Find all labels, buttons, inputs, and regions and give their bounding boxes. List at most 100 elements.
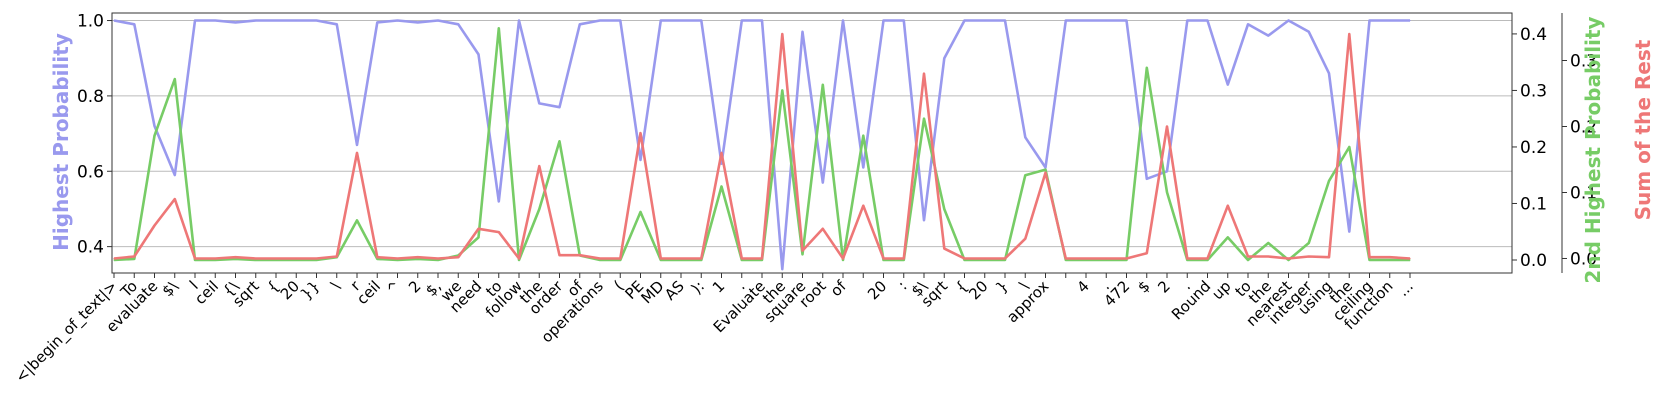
point-highest-probability-5 [214,19,216,22]
left-tick-label-1: 0.6 [77,162,104,182]
point-2nd-highest-probability-62 [1368,259,1371,261]
point-sum-of-the-rest-5 [214,257,216,260]
right-tick-label-2: 0.2 [1570,118,1597,138]
left-tick-label-3: 1.0 [77,12,104,32]
point-2nd-highest-probability-61 [1348,146,1350,148]
point-sum-of-the-rest-1 [133,255,135,258]
right-tick-label-0: 0.0 [1570,249,1597,269]
point-2nd-highest-probability-35 [822,84,824,86]
x-tick-label-30: 1 [709,277,728,296]
point-highest-probability-19 [498,200,500,203]
point-highest-probability-36 [842,19,844,22]
point-sum-of-the-rest-63 [1389,256,1391,258]
point-sum-of-the-rest-22 [558,254,561,256]
point-sum-of-the-rest-60 [1328,256,1330,258]
point-highest-probability-52 [1166,170,1168,172]
point-highest-probability-64 [1409,19,1411,22]
x-tick-label-64: ... [1394,277,1417,300]
grid-lines [112,20,1512,248]
point-sum-of-the-rest-44 [1004,257,1006,260]
point-sum-of-the-rest-61 [1348,33,1350,35]
point-2nd-highest-probability-3 [174,78,176,80]
point-sum-of-the-rest-42 [963,257,966,260]
point-2nd-highest-probability-15 [417,258,419,260]
point-sum-of-the-rest-40 [923,73,925,75]
point-highest-probability-49 [1105,19,1107,22]
point-sum-of-the-rest-15 [417,256,419,258]
point-highest-probability-26 [639,159,642,161]
x-tick-label-0: <|begin_of_text|> [12,277,122,387]
right-tick-label-1: 0.1 [1570,183,1597,203]
left-tick-label-0: 0.4 [77,238,104,258]
point-highest-probability-62 [1368,19,1371,22]
point-2nd-highest-probability-63 [1389,259,1391,261]
point-highest-probability-9 [295,19,297,22]
point-highest-probability-31 [741,19,743,22]
point-sum-of-the-rest-52 [1166,125,1168,128]
point-highest-probability-57 [1267,35,1269,37]
point-2nd-highest-probability-59 [1308,242,1310,244]
point-2nd-highest-probability-57 [1267,242,1269,244]
x-tick-label-54: Round [1168,277,1214,323]
point-sum-of-the-rest-34 [801,249,804,252]
point-2nd-highest-probability-2 [153,135,156,137]
right2-tick-label-4: 0.4 [1520,25,1547,45]
x-tick-label-28: AS [661,277,688,304]
plot-frame [111,12,1513,274]
point-highest-probability-7 [255,19,257,22]
point-sum-of-the-rest-57 [1267,255,1269,258]
x-tick-label-14: ^ [383,277,405,299]
point-sum-of-the-rest-45 [1024,238,1026,240]
point-highest-probability-6 [234,21,237,24]
point-sum-of-the-rest-17 [457,256,459,258]
point-highest-probability-18 [477,53,480,56]
point-highest-probability-30 [720,163,723,165]
point-2nd-highest-probability-30 [720,185,723,188]
right2-tick-label-0: 0.0 [1520,251,1547,271]
point-highest-probability-29 [700,19,702,22]
point-sum-of-the-rest-37 [862,205,864,207]
point-sum-of-the-rest-56 [1247,255,1249,258]
series-line-2nd-highest-probability [113,26,1410,262]
point-highest-probability-54 [1206,19,1209,22]
point-sum-of-the-rest-33 [781,33,783,35]
point-sum-of-the-rest-3 [174,198,176,200]
point-highest-probability-33 [781,268,783,270]
point-sum-of-the-rest-46 [1044,172,1047,174]
x-tick-label-52: 2 [1154,277,1173,296]
point-2nd-highest-probability-56 [1247,259,1249,261]
point-highest-probability-11 [336,23,338,25]
point-highest-probability-48 [1085,19,1087,22]
point-sum-of-the-rest-21 [538,165,540,167]
point-highest-probability-2 [153,125,156,127]
right-tick-label-3: 0.3 [1570,52,1597,72]
point-highest-probability-38 [882,19,885,22]
point-highest-probability-25 [619,19,621,22]
point-highest-probability-10 [315,19,318,22]
point-sum-of-the-rest-13 [376,256,378,258]
point-highest-probability-17 [457,23,459,25]
point-2nd-highest-probability-6 [234,258,237,260]
point-highest-probability-15 [417,21,419,24]
point-sum-of-the-rest-41 [943,247,945,250]
point-2nd-highest-probability-19 [498,27,500,29]
x-tick-label-11: \ [327,276,344,293]
point-highest-probability-58 [1287,19,1290,22]
point-highest-probability-60 [1328,72,1330,74]
point-highest-probability-1 [133,23,135,25]
point-sum-of-the-rest-18 [477,228,480,230]
point-sum-of-the-rest-47 [1065,257,1067,260]
point-2nd-highest-probability-13 [376,258,378,260]
point-highest-probability-42 [963,19,966,22]
x-tick-label-55: up [1208,277,1234,303]
point-highest-probability-12 [356,144,358,146]
point-2nd-highest-probability-37 [862,135,864,137]
point-2nd-highest-probability-51 [1146,67,1148,69]
point-highest-probability-46 [1044,166,1047,169]
point-highest-probability-24 [599,19,601,22]
point-2nd-highest-probability-40 [923,118,925,120]
point-2nd-highest-probability-52 [1166,191,1168,193]
point-highest-probability-56 [1247,23,1249,25]
point-sum-of-the-rest-14 [396,257,399,260]
series-line-highest-probability [113,19,1410,271]
